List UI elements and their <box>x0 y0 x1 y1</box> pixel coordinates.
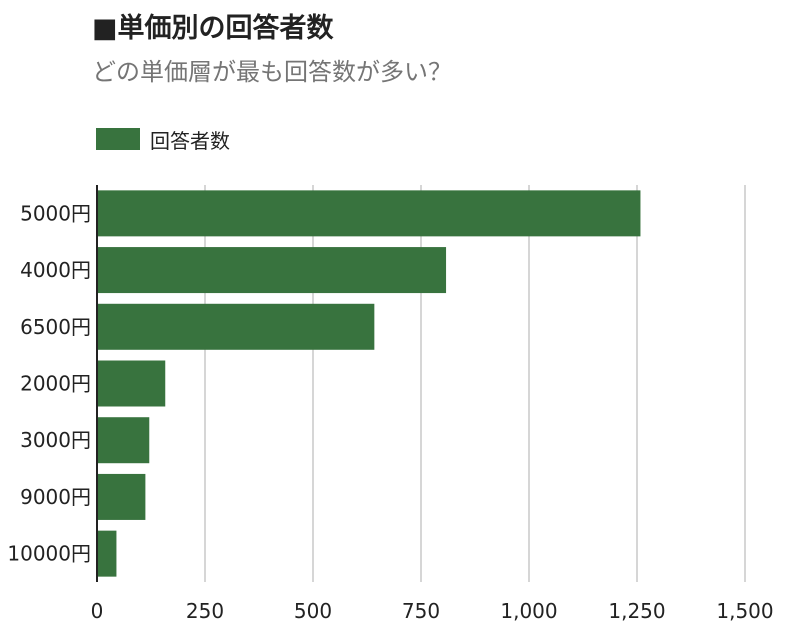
x-tick-label: 500 <box>294 599 332 623</box>
chart-title: ■単価別の回答者数 <box>92 13 334 44</box>
x-tick-label: 1,500 <box>716 599 773 623</box>
gridlines <box>204 185 746 582</box>
bar-7 <box>97 530 117 577</box>
chart-subtitle: どの単価層が最も回答数が多い？ <box>92 58 452 86</box>
axis-labels: 5000円 4000円 6500円 2000円 3000円 9000円 10000円 0 250… <box>7 201 773 623</box>
legend-label: 回答者数 <box>150 128 230 153</box>
bars <box>97 190 641 577</box>
bar-5 <box>97 417 150 464</box>
category-label: 2000円 <box>20 372 91 396</box>
x-tick-label: 1,000 <box>500 599 557 623</box>
x-tick-label: 1,250 <box>608 599 665 623</box>
x-tick-label: 0 <box>91 599 104 623</box>
category-label: 3000円 <box>20 428 91 452</box>
bar-4 <box>97 360 166 407</box>
bar-3 <box>97 303 375 350</box>
category-label: 10000円 <box>7 542 91 566</box>
legend-swatch <box>96 128 140 150</box>
x-tick-label: 750 <box>402 599 440 623</box>
category-label: 9000円 <box>20 485 91 509</box>
category-label: 5000円 <box>20 201 91 225</box>
bar-1 <box>97 190 641 237</box>
x-tick-label: 250 <box>186 599 224 623</box>
category-label: 4000円 <box>20 258 91 282</box>
bar-6 <box>97 473 146 520</box>
category-label: 6500円 <box>20 315 91 339</box>
legend: 回答者数 <box>96 125 230 153</box>
bar-2 <box>97 247 447 294</box>
